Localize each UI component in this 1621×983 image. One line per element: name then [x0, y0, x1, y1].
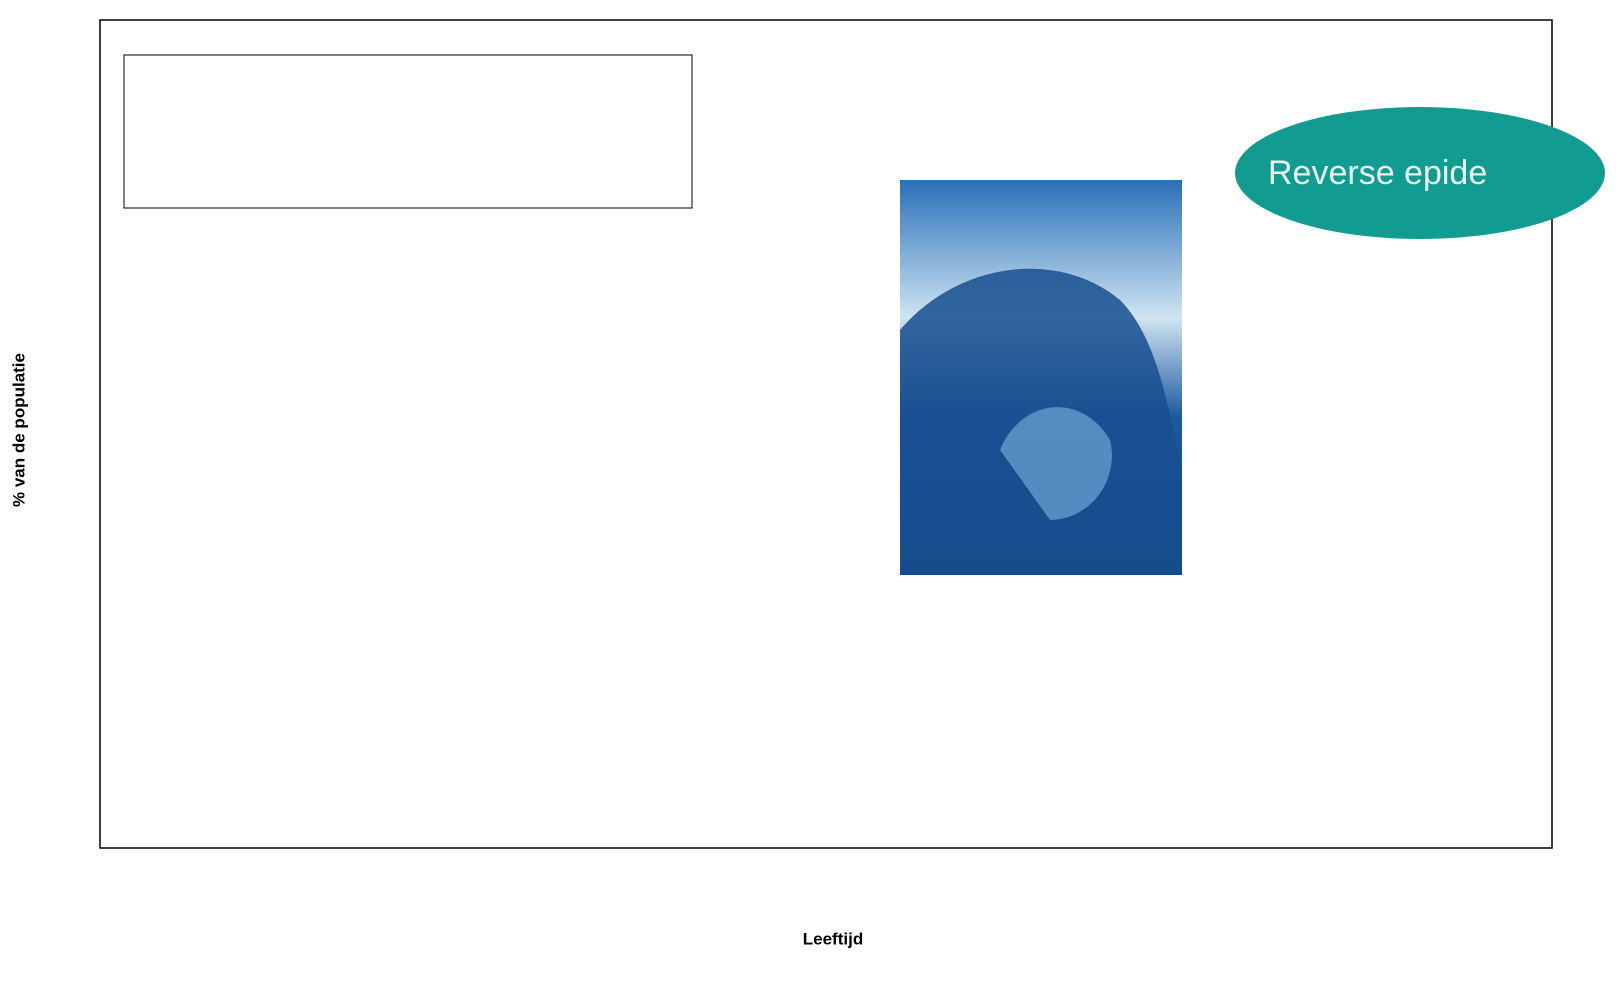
x-axis-title: Leeftijd — [803, 929, 863, 948]
photo — [900, 180, 1182, 575]
y-axis-title: % van de populatie — [9, 353, 28, 507]
annotation-text: Reverse epide — [1268, 154, 1487, 192]
plot-frame — [99, 19, 1553, 849]
legend — [123, 54, 693, 209]
annotation: Reverse epide — [1235, 107, 1605, 239]
